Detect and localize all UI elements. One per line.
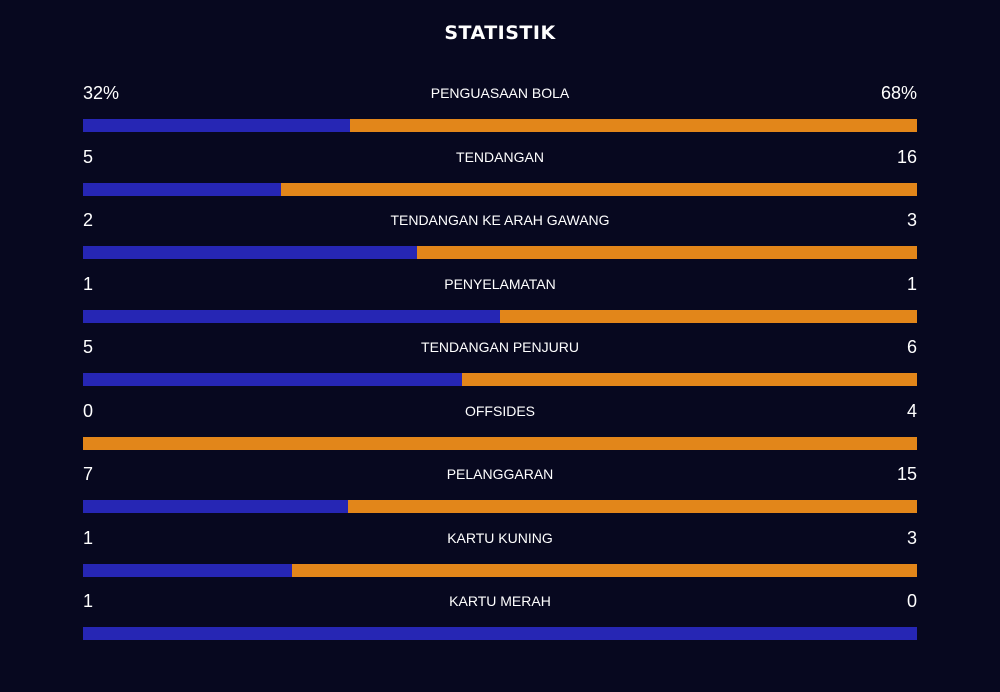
home-value: 5	[83, 337, 94, 357]
away-bar-fill	[83, 436, 917, 450]
away-value: 6	[906, 337, 917, 357]
away-bar-fill	[462, 373, 917, 386]
away-bar-fill	[500, 309, 917, 323]
away-value: 3	[906, 527, 917, 548]
home-value: 0	[83, 400, 94, 421]
home-value: 32%	[83, 83, 120, 103]
home-value: 1	[83, 527, 94, 548]
stat-label: TENDANGAN	[456, 148, 544, 165]
away-value: 0	[906, 591, 917, 611]
away-value: 68%	[880, 83, 917, 103]
stat-row-shots-on-target: 2 TENDANGAN KE ARAH GAWANG 3	[83, 207, 917, 271]
comparison-bar	[83, 563, 917, 577]
home-value: 5	[83, 146, 94, 167]
away-value: 16	[896, 146, 917, 167]
home-bar-fill	[83, 500, 349, 513]
comparison-bar	[83, 246, 917, 259]
away-value: 1	[906, 273, 917, 294]
comparison-bar	[83, 309, 917, 323]
away-bar-fill	[349, 119, 917, 132]
stat-label: PENGUASAAN BOLA	[430, 85, 570, 101]
comparison-bar	[83, 436, 917, 450]
stat-row-corners: 5 TENDANGAN PENJURU 6	[83, 334, 917, 398]
home-value: 2	[83, 210, 94, 230]
home-bar-fill	[83, 373, 463, 386]
away-value: 3	[906, 210, 917, 230]
stat-label: TENDANGAN KE ARAH GAWANG	[390, 212, 610, 228]
home-bar-fill	[83, 182, 282, 196]
home-bar-fill	[83, 246, 417, 259]
stat-row-fouls: 7 PELANGGARAN 15	[83, 461, 917, 525]
home-value: 7	[83, 464, 94, 484]
away-bar-fill	[416, 246, 917, 259]
stat-label: OFFSIDES	[464, 402, 535, 419]
comparison-bar	[83, 182, 917, 196]
stat-row-shots: 5 TENDANGAN 16	[83, 144, 917, 208]
away-bar-fill	[281, 182, 917, 196]
stat-row-possession: 32% PENGUASAAN BOLA 68%	[83, 80, 917, 144]
stat-row-offsides: 0 OFFSIDES 4	[83, 398, 917, 462]
stat-label: KARTU MERAH	[449, 593, 551, 609]
stats-title: STATISTIK	[444, 22, 556, 44]
stats-list: 32% PENGUASAAN BOLA 68% 5 TENDANGAN 16 2…	[83, 80, 917, 652]
comparison-bar	[83, 627, 917, 640]
home-bar-fill	[83, 309, 500, 323]
stat-label: KARTU KUNING	[447, 529, 553, 546]
stat-row-red-cards: 1 KARTU MERAH 0	[83, 588, 917, 652]
home-bar-fill	[83, 563, 292, 577]
stat-row-yellow-cards: 1 KARTU KUNING 3	[83, 525, 917, 589]
comparison-bar	[83, 119, 917, 132]
home-value: 1	[83, 591, 94, 611]
away-bar-fill	[291, 563, 917, 577]
away-value: 15	[896, 464, 917, 484]
away-bar-fill	[348, 500, 917, 513]
stat-label: TENDANGAN PENJURU	[421, 339, 579, 355]
home-value: 1	[83, 273, 94, 294]
stat-label: PENYELAMATAN	[444, 275, 556, 292]
away-value: 4	[906, 400, 917, 421]
stat-row-saves: 1 PENYELAMATAN 1	[83, 271, 917, 335]
home-bar-fill	[83, 627, 917, 640]
home-bar-fill	[83, 119, 350, 132]
comparison-bar	[83, 500, 917, 513]
stat-label: PELANGGARAN	[446, 466, 554, 482]
comparison-bar	[83, 373, 917, 386]
